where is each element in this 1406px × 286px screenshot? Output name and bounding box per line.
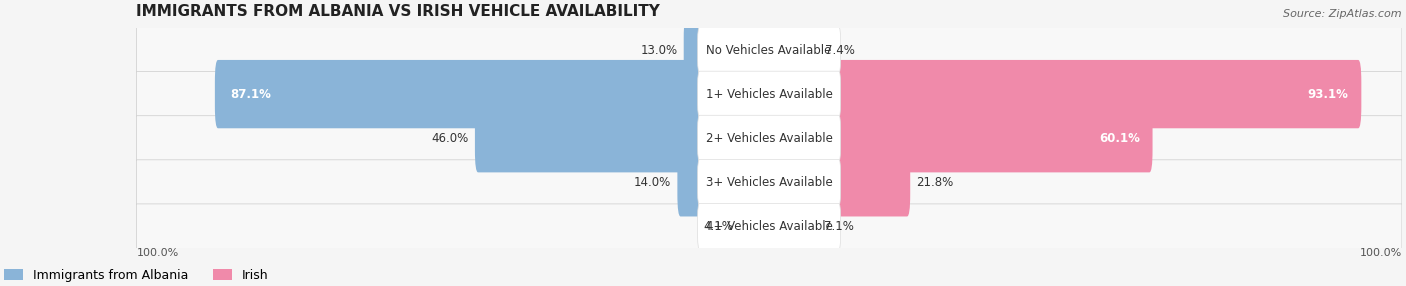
Text: 100.0%: 100.0% xyxy=(136,249,179,259)
FancyBboxPatch shape xyxy=(475,104,772,172)
Text: Source: ZipAtlas.com: Source: ZipAtlas.com xyxy=(1284,9,1402,19)
FancyBboxPatch shape xyxy=(678,148,772,217)
Text: 7.1%: 7.1% xyxy=(824,220,853,233)
Text: 100.0%: 100.0% xyxy=(1360,249,1402,259)
Legend: Immigrants from Albania, Irish: Immigrants from Albania, Irish xyxy=(4,269,269,282)
FancyBboxPatch shape xyxy=(766,104,1153,172)
Text: 60.1%: 60.1% xyxy=(1099,132,1140,145)
FancyBboxPatch shape xyxy=(697,115,841,161)
FancyBboxPatch shape xyxy=(136,27,1402,73)
Text: 1+ Vehicles Available: 1+ Vehicles Available xyxy=(706,88,832,101)
FancyBboxPatch shape xyxy=(697,203,841,249)
FancyBboxPatch shape xyxy=(766,192,817,261)
Text: 14.0%: 14.0% xyxy=(634,176,671,189)
Text: 46.0%: 46.0% xyxy=(432,132,468,145)
FancyBboxPatch shape xyxy=(136,204,1402,249)
Text: IMMIGRANTS FROM ALBANIA VS IRISH VEHICLE AVAILABILITY: IMMIGRANTS FROM ALBANIA VS IRISH VEHICLE… xyxy=(136,4,661,19)
FancyBboxPatch shape xyxy=(766,60,1361,128)
FancyBboxPatch shape xyxy=(697,71,841,117)
Text: 3+ Vehicles Available: 3+ Vehicles Available xyxy=(706,176,832,189)
FancyBboxPatch shape xyxy=(697,27,841,73)
FancyBboxPatch shape xyxy=(766,148,910,217)
Text: 93.1%: 93.1% xyxy=(1308,88,1348,101)
FancyBboxPatch shape xyxy=(766,16,820,84)
FancyBboxPatch shape xyxy=(683,16,772,84)
Text: 21.8%: 21.8% xyxy=(917,176,953,189)
Text: 2+ Vehicles Available: 2+ Vehicles Available xyxy=(706,132,832,145)
Text: No Vehicles Available: No Vehicles Available xyxy=(706,43,832,57)
Text: 4+ Vehicles Available: 4+ Vehicles Available xyxy=(706,220,832,233)
FancyBboxPatch shape xyxy=(697,159,841,205)
Text: 7.4%: 7.4% xyxy=(825,43,855,57)
FancyBboxPatch shape xyxy=(136,160,1402,205)
FancyBboxPatch shape xyxy=(136,116,1402,161)
FancyBboxPatch shape xyxy=(136,72,1402,117)
Text: 13.0%: 13.0% xyxy=(640,43,678,57)
Text: 4.1%: 4.1% xyxy=(704,220,734,233)
FancyBboxPatch shape xyxy=(215,60,772,128)
Text: 87.1%: 87.1% xyxy=(231,88,271,101)
FancyBboxPatch shape xyxy=(740,192,772,261)
